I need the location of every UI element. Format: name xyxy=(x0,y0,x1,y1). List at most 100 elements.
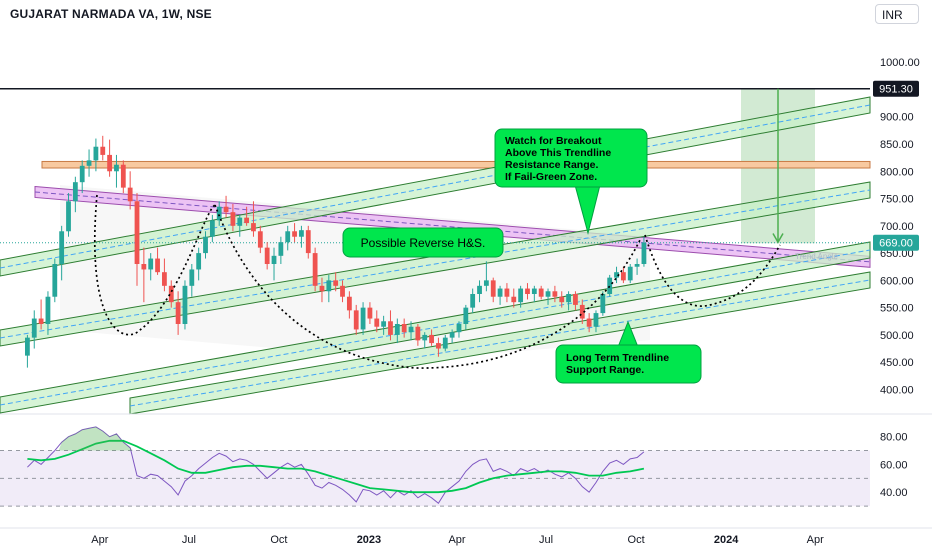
candle[interactable] xyxy=(346,291,352,319)
candle[interactable] xyxy=(175,291,181,335)
candle[interactable] xyxy=(114,154,119,188)
candle[interactable] xyxy=(429,329,434,346)
candle[interactable] xyxy=(627,264,633,284)
candle[interactable] xyxy=(312,247,318,292)
candle[interactable] xyxy=(292,223,297,243)
candle[interactable] xyxy=(531,285,537,303)
candle[interactable] xyxy=(490,277,496,303)
candle[interactable] xyxy=(593,310,599,333)
candle[interactable] xyxy=(59,225,65,281)
candle[interactable] xyxy=(634,258,640,275)
candle[interactable] xyxy=(134,193,140,286)
candle[interactable] xyxy=(45,291,51,335)
candle[interactable] xyxy=(518,285,524,308)
candle[interactable] xyxy=(155,247,160,275)
candle[interactable] xyxy=(470,288,476,314)
callout-reverse-hs[interactable]: Possible Reverse H&S. xyxy=(342,227,504,258)
candle[interactable] xyxy=(196,247,202,281)
candle[interactable] xyxy=(209,214,215,243)
candle[interactable] xyxy=(86,149,92,177)
candle[interactable] xyxy=(216,201,222,226)
candle[interactable] xyxy=(189,264,195,297)
candle[interactable] xyxy=(326,274,332,303)
candle[interactable] xyxy=(244,206,250,226)
candle[interactable] xyxy=(182,280,188,330)
candle[interactable] xyxy=(401,318,407,338)
candle[interactable] xyxy=(319,277,325,303)
candle[interactable] xyxy=(422,332,428,349)
candle[interactable] xyxy=(93,138,99,172)
candle[interactable] xyxy=(442,334,448,352)
candle[interactable] xyxy=(72,176,78,213)
orange-resistance-band[interactable] xyxy=(41,160,871,169)
candle[interactable] xyxy=(360,302,366,335)
candle[interactable] xyxy=(100,135,106,161)
candle[interactable] xyxy=(120,160,126,194)
candle[interactable] xyxy=(340,280,345,303)
candle[interactable] xyxy=(148,253,154,281)
candle[interactable] xyxy=(477,280,482,303)
candle[interactable] xyxy=(511,288,517,308)
candle[interactable] xyxy=(579,299,585,324)
candle[interactable] xyxy=(203,231,208,259)
candle[interactable] xyxy=(620,266,626,284)
candle[interactable] xyxy=(641,236,647,267)
candle[interactable] xyxy=(573,291,578,311)
candle[interactable] xyxy=(552,285,558,303)
green-channel-middle[interactable] xyxy=(0,181,871,347)
green-channel-bottom[interactable] xyxy=(129,271,871,415)
currency-selector[interactable]: INR xyxy=(875,4,919,24)
candle[interactable] xyxy=(271,247,277,281)
candle[interactable] xyxy=(388,310,393,341)
candle[interactable] xyxy=(607,274,613,297)
candle[interactable] xyxy=(230,204,236,232)
candle[interactable] xyxy=(66,193,71,237)
candle[interactable] xyxy=(25,334,30,368)
candle[interactable] xyxy=(264,242,270,270)
candle[interactable] xyxy=(436,337,441,357)
candle[interactable] xyxy=(497,285,503,305)
candle[interactable] xyxy=(141,247,147,303)
candle[interactable] xyxy=(333,272,339,292)
candle[interactable] xyxy=(374,310,380,333)
candle[interactable] xyxy=(237,214,243,237)
candle[interactable] xyxy=(483,261,489,292)
candle[interactable] xyxy=(52,258,58,303)
candle[interactable] xyxy=(367,302,373,324)
candle[interactable] xyxy=(223,195,229,218)
candle[interactable] xyxy=(251,201,256,237)
candle[interactable] xyxy=(257,225,263,254)
candle[interactable] xyxy=(456,321,462,338)
candle[interactable] xyxy=(305,225,311,259)
candle[interactable] xyxy=(614,266,619,284)
candle[interactable] xyxy=(545,288,551,305)
candle[interactable] xyxy=(79,160,85,194)
candle[interactable] xyxy=(538,285,544,300)
candle[interactable] xyxy=(31,310,37,349)
candle[interactable] xyxy=(415,324,421,346)
candle[interactable] xyxy=(127,171,133,210)
candle[interactable] xyxy=(381,315,387,335)
candle[interactable] xyxy=(278,236,284,264)
candle[interactable] xyxy=(586,313,592,333)
candle[interactable] xyxy=(168,280,174,308)
candle[interactable] xyxy=(353,304,359,335)
candle[interactable] xyxy=(525,283,530,300)
candle[interactable] xyxy=(566,291,571,311)
candle[interactable] xyxy=(504,283,510,303)
candle[interactable] xyxy=(107,139,113,177)
candle[interactable] xyxy=(38,299,44,330)
green-channel-lower[interactable] xyxy=(0,241,871,414)
candle[interactable] xyxy=(299,225,304,248)
candle[interactable] xyxy=(600,291,606,316)
candle[interactable] xyxy=(285,225,291,251)
candle[interactable] xyxy=(408,321,414,341)
candle[interactable] xyxy=(559,291,565,308)
candle[interactable] xyxy=(463,304,469,330)
candle[interactable] xyxy=(449,329,455,344)
candle[interactable] xyxy=(394,318,400,344)
candle[interactable] xyxy=(162,258,167,292)
